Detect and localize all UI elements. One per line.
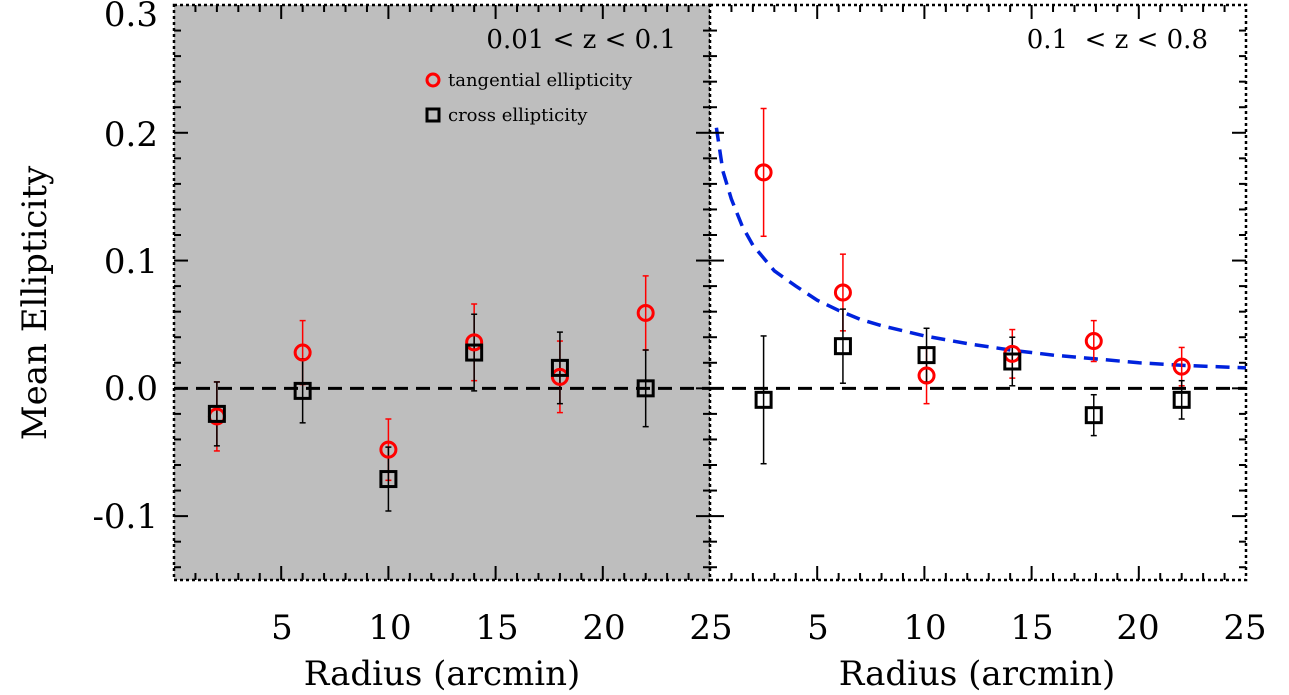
x-tick-label: 10 [903, 608, 946, 648]
tangential-point [917, 366, 936, 385]
tangential-point [1084, 332, 1103, 351]
legend: tangential ellipticity cross ellipticity [425, 70, 633, 126]
tangential-point [636, 303, 655, 322]
x-axis-title: Radius (arcmin) [304, 654, 581, 694]
x-tick-label: 20 [1116, 608, 1159, 648]
tangential-point [754, 163, 773, 182]
x-tick-label: 10 [368, 608, 411, 648]
x-tick-label: 15 [475, 608, 518, 648]
x-axis-title: Radius (arcmin) [839, 654, 1116, 694]
panel-background [710, 5, 1246, 580]
cross-point [379, 470, 398, 489]
cross-point [207, 404, 226, 423]
panel-label: 0.01 < z < 0.1 [486, 25, 676, 55]
x-tick-label: 5 [807, 608, 829, 648]
x-tick-label: 15 [1010, 608, 1053, 648]
cross-point [1172, 390, 1191, 409]
cross-point [550, 358, 569, 377]
cross-point [754, 390, 773, 409]
cross-point [293, 381, 312, 400]
tangential-point [833, 283, 852, 302]
panel-frame [708, 3, 1248, 582]
x-tick-label: 25 [1223, 608, 1266, 648]
cross-point [833, 337, 852, 356]
cross-point [917, 346, 936, 365]
panel-high-redshift: 0.1 < z < 0.8 25 5 10 15 20 25 Radius (a… [689, 3, 1267, 694]
legend-label-tangential: tangential ellipticity [448, 70, 633, 91]
tangential-point [465, 333, 484, 352]
y-tick-label: 0.3 [104, 0, 158, 35]
y-tick-label: 0.1 [104, 242, 158, 282]
x-tick-label: 5 [271, 608, 293, 648]
y-tick-label: 0.0 [104, 369, 158, 409]
panel-background [174, 5, 710, 580]
y-tick-label: -0.1 [92, 497, 158, 537]
cross-point [465, 343, 484, 362]
legend-label-cross: cross ellipticity [448, 105, 588, 126]
x-tick-label: 25 [689, 608, 732, 648]
cross-point [1084, 406, 1103, 425]
cross-point [636, 379, 655, 398]
x-tick-label: 20 [582, 608, 625, 648]
panel-label: 0.1 < z < 0.8 [1027, 25, 1208, 55]
tangential-point [1172, 357, 1191, 376]
legend-square-marker [425, 107, 441, 123]
tangential-point [379, 440, 398, 459]
y-axis-title: Mean Ellipticity [15, 165, 55, 440]
y-tick-label: 0.2 [104, 115, 158, 155]
cross-point [1003, 352, 1022, 371]
model-fit-curve [714, 127, 1247, 370]
tangential-point [293, 343, 312, 362]
panel-low-redshift: 0.01 < z < 0.1 tangential ellipticity cr… [15, 0, 712, 694]
legend-circle-marker [425, 72, 441, 88]
